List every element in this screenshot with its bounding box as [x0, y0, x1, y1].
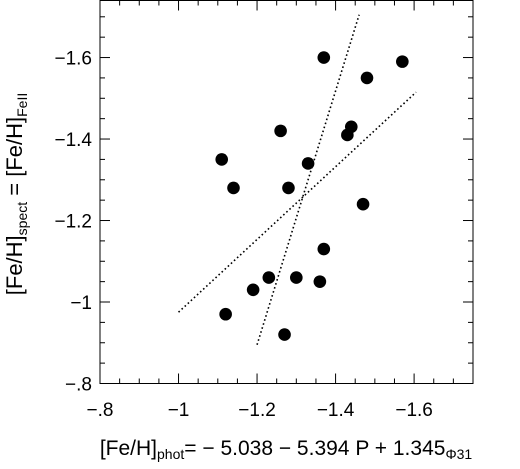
fit-lines	[177, 14, 417, 346]
x-tick-label: −1.2	[238, 400, 276, 421]
data-point	[317, 51, 331, 64]
data-point	[282, 181, 295, 195]
data-point	[313, 275, 327, 288]
data-point	[274, 124, 287, 138]
y-tick-label: −1.4	[54, 130, 92, 151]
y-tick-label: −1.6	[54, 49, 92, 70]
x-tick-label: −1	[168, 400, 190, 421]
x-tick-label: −1.4	[317, 400, 355, 421]
data-point	[360, 71, 374, 85]
data-point	[262, 271, 276, 284]
y-tick-label: −1	[70, 293, 92, 314]
data-point	[290, 271, 303, 284]
y-axis-ticks: −.8 −1 −1.2 −1.4 −1.6	[54, 16, 473, 396]
data-point	[301, 157, 315, 170]
x-label-equation: = − 5.038 − 5.394 P + 1.345	[184, 437, 445, 460]
y-axis-label: [Fe/H]spect = [Fe/H]FeII	[2, 93, 30, 295]
data-point	[344, 120, 358, 134]
y-label-sub: spect	[14, 202, 30, 236]
data-point	[219, 307, 232, 321]
data-point	[246, 283, 260, 297]
data-point	[396, 55, 409, 68]
plot-frame	[99, 0, 474, 384]
y-tick-label: −.8	[65, 375, 92, 396]
data-point	[227, 181, 240, 195]
x-tick-label: −.8	[87, 400, 114, 421]
y-label-main: [Fe/H]	[2, 235, 27, 295]
data-points	[215, 51, 409, 341]
x-axis-label: [Fe/H]phot= − 5.038 − 5.394 P + 1.345Φ31	[100, 437, 473, 462]
data-point	[215, 153, 229, 166]
data-point	[278, 328, 291, 341]
fit-line	[256, 14, 360, 346]
x-label-main: [Fe/H]	[100, 437, 157, 460]
data-point	[317, 242, 331, 256]
y-label-equals: = [Fe/H]	[2, 117, 27, 202]
y-label-sub2: FeII	[14, 93, 30, 117]
y-tick-label: −1.2	[54, 212, 92, 233]
x-label-sub2: Φ31	[445, 446, 472, 462]
x-tick-label: −1.6	[395, 400, 433, 421]
x-label-sub: phot	[157, 446, 184, 462]
x-axis-ticks: −.8 −1 −1.2 −1.4 −1.6	[87, 0, 474, 421]
data-point	[356, 197, 370, 211]
fit-line	[177, 91, 417, 313]
